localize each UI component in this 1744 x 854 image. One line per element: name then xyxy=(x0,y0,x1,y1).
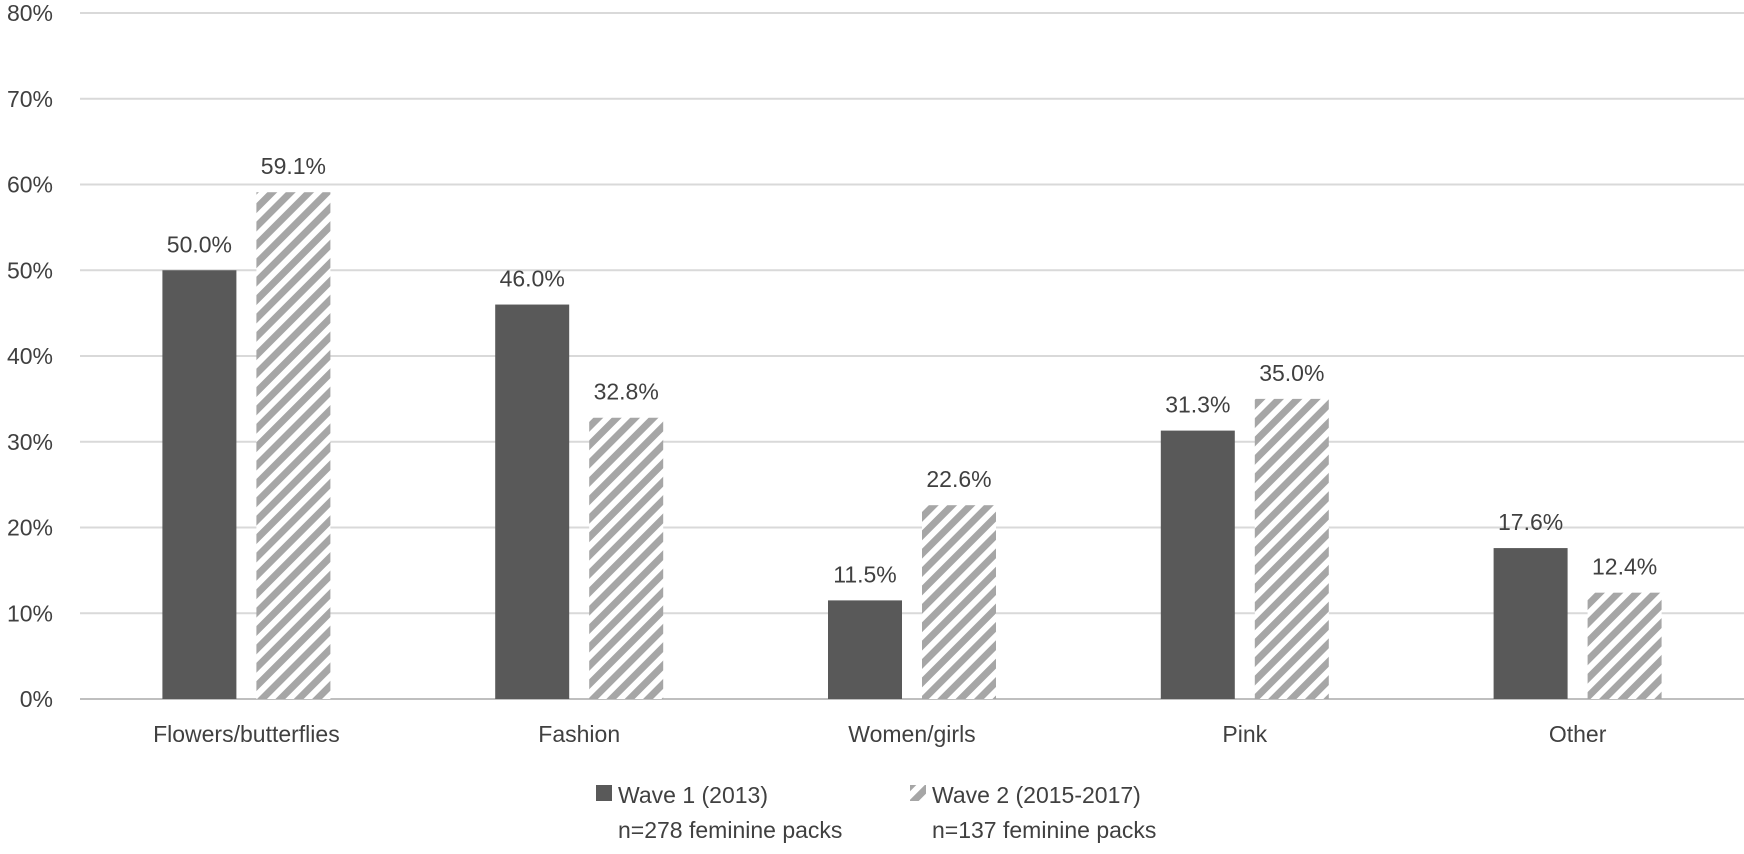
legend-swatch xyxy=(596,785,612,801)
bar-wave2 xyxy=(1254,398,1329,699)
x-tick-label: Pink xyxy=(1222,721,1267,747)
bar-wave1 xyxy=(1493,548,1568,699)
x-tick-label: Other xyxy=(1549,721,1607,747)
bar-wave2 xyxy=(922,505,996,699)
legend-swatch xyxy=(910,785,926,801)
data-label: 17.6% xyxy=(1498,509,1563,535)
legend: Wave 1 (2013) n=278 feminine packs Wave 2 … xyxy=(596,782,1156,843)
bar-wave2 xyxy=(256,192,331,699)
y-tick-label: 20% xyxy=(7,515,53,541)
x-tick-label: Flowers/butterflies xyxy=(153,721,340,747)
y-tick-label: 80% xyxy=(7,0,53,26)
y-axis-ticks: 0% 10% 20% 30% 40% 50% 60% 70% 80% xyxy=(7,0,53,712)
bar-wave1 xyxy=(495,304,570,699)
y-tick-label: 60% xyxy=(7,172,53,198)
data-label: 46.0% xyxy=(500,266,565,292)
x-axis-ticks: Flowers/butterflies Fashion Women/girls Pin… xyxy=(153,721,1607,747)
data-label: 35.0% xyxy=(1259,360,1324,386)
bar-wave1 xyxy=(828,600,902,699)
data-label: 12.4% xyxy=(1592,554,1657,580)
bars xyxy=(162,192,1662,699)
bar-wave1 xyxy=(162,270,237,699)
legend-label: Wave 1 (2013) xyxy=(618,782,768,808)
data-labels: 50.0% 59.1% 46.0% 32.8% 11.5% 22.6% 31.3% 35.0%… xyxy=(167,153,1657,587)
legend-label: Wave 2 (2015-2017) xyxy=(932,782,1141,808)
y-tick-label: 0% xyxy=(20,686,53,712)
gridlines xyxy=(80,12,1744,700)
y-tick-label: 40% xyxy=(7,343,53,369)
data-label: 11.5% xyxy=(833,561,897,587)
data-label: 31.3% xyxy=(1165,392,1230,418)
data-label: 59.1% xyxy=(261,153,326,179)
data-label: 32.8% xyxy=(594,379,659,405)
y-tick-label: 30% xyxy=(7,429,53,455)
data-label: 22.6% xyxy=(926,466,991,492)
x-tick-label: Fashion xyxy=(538,721,620,747)
data-label: 50.0% xyxy=(167,231,232,257)
x-tick-label: Women/girls xyxy=(848,721,975,747)
legend-sublabel: n=137 feminine packs xyxy=(932,817,1156,843)
y-tick-label: 50% xyxy=(7,257,53,283)
bar-wave2 xyxy=(1587,592,1662,699)
bar-wave2 xyxy=(589,417,664,699)
legend-sublabel: n=278 feminine packs xyxy=(618,817,842,843)
y-tick-label: 70% xyxy=(7,86,53,112)
y-tick-label: 10% xyxy=(7,600,53,626)
bar-wave1 xyxy=(1160,430,1235,699)
